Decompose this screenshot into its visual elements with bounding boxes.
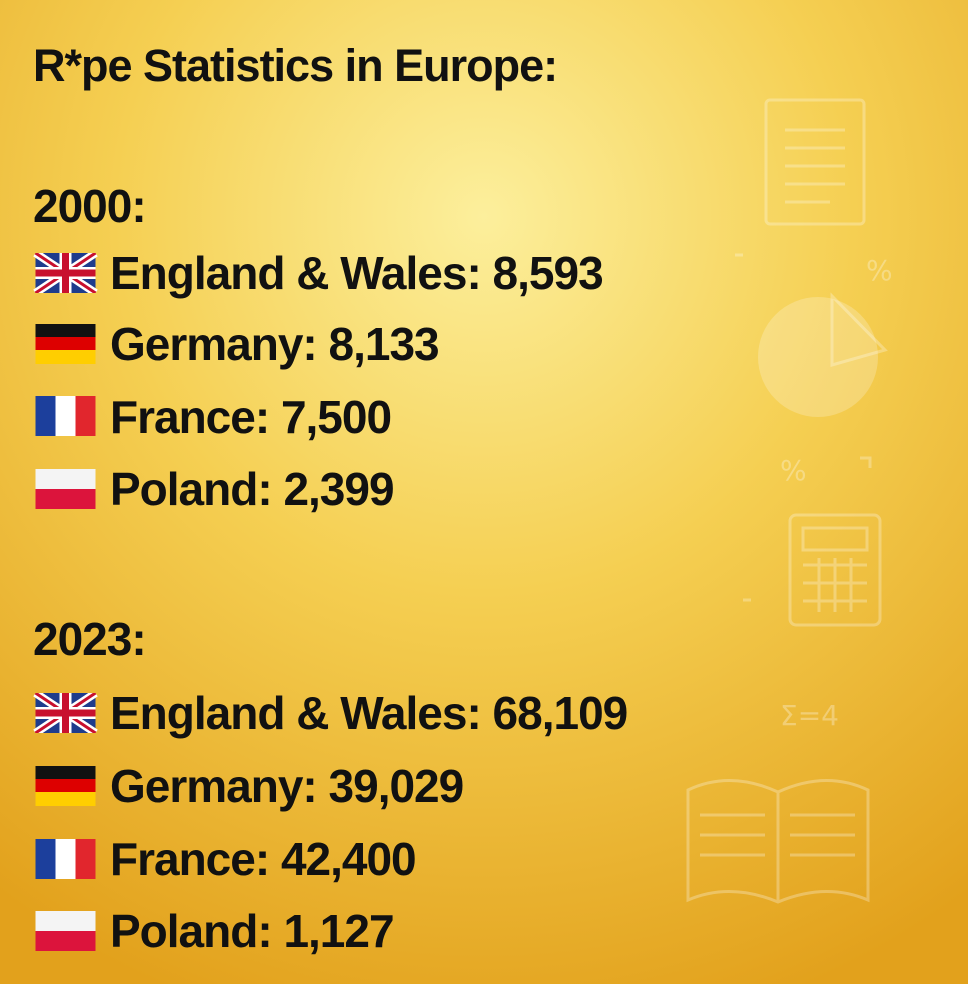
flag [36, 693, 96, 733]
section-heading: 2000: [33, 180, 146, 232]
entry: France: 42,400 [110, 833, 416, 885]
decor-symbol: Σ=4 [780, 699, 839, 732]
decor-symbol: % [780, 454, 807, 487]
entry: Germany: 39,029 [110, 760, 463, 812]
entry: Poland: 2,399 [110, 463, 394, 515]
flag [35, 839, 96, 879]
entry: France: 7,500 [110, 391, 391, 443]
flag [35, 766, 96, 806]
decor-symbol: % [866, 254, 893, 287]
title: R*pe Statistics in Europe: [33, 40, 557, 91]
entry: Poland: 1,127 [110, 905, 394, 957]
decor-icons [686, 98, 888, 904]
section-heading: 2023: [33, 613, 146, 665]
flag [35, 396, 96, 436]
flag [35, 469, 96, 509]
entry: England & Wales: 68,109 [110, 687, 627, 739]
entry: Germany: 8,133 [110, 318, 439, 370]
flag [35, 911, 96, 951]
flag [35, 324, 96, 364]
entry: England & Wales: 8,593 [110, 247, 603, 299]
flag [36, 253, 96, 293]
